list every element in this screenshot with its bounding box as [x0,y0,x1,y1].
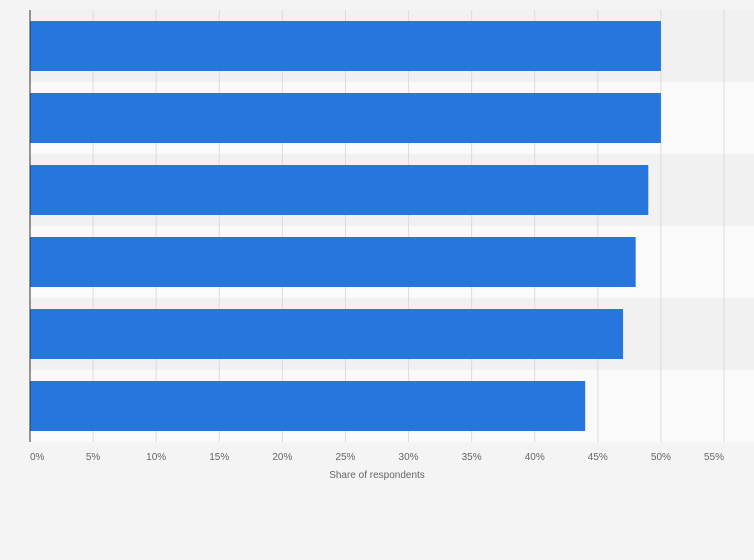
x-tick-label: 10% [146,452,166,463]
x-tick-label: 0% [30,452,45,463]
bar [30,165,649,215]
x-axis-label: Share of respondents [329,470,425,481]
x-tick-label: 35% [462,452,482,463]
gridlines [92,10,725,442]
x-tick-label: 25% [335,452,355,463]
x-tick-label: 5% [86,452,101,463]
x-axis-ticks: 0% 5% 10% 15% 20% 25% 30% 35% 40% 45% 50% 55% [30,452,724,463]
x-tick-label: 30% [399,452,419,463]
x-tick-label: 55% [704,452,724,463]
x-tick-label: 20% [272,452,292,463]
x-tick-label: 15% [209,452,229,463]
row-bands [30,10,754,442]
bars [30,21,661,431]
bar [30,237,636,287]
x-tick-label: 50% [651,452,671,463]
bar [30,381,586,431]
bar [30,93,661,143]
bar [30,309,624,359]
x-tick-label: 45% [588,452,608,463]
bar [30,21,661,71]
x-tick-label: 40% [525,452,545,463]
